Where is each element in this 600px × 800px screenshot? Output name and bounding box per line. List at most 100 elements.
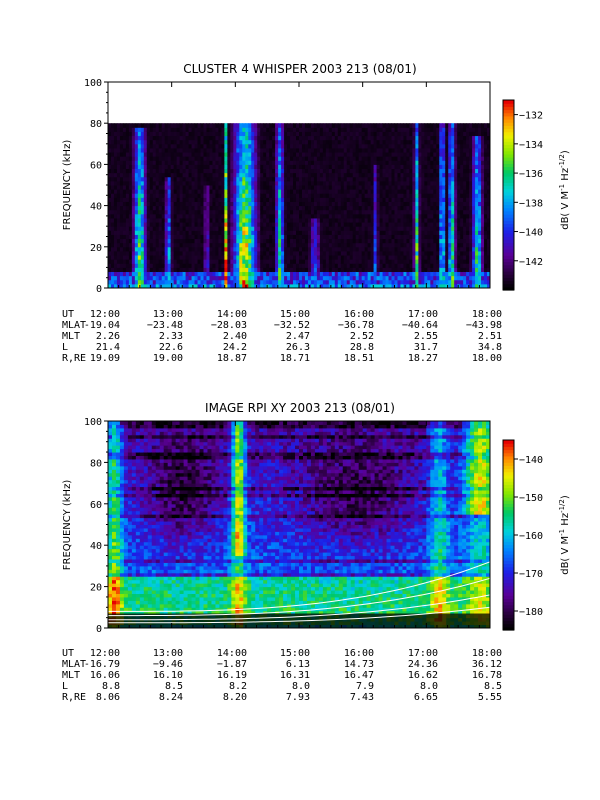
spectrogram-cell (436, 201, 440, 207)
spectrogram-cell (218, 267, 222, 273)
spectrogram-cell (218, 271, 222, 277)
spectrogram-cell (454, 135, 458, 141)
spectrogram-cell (108, 147, 112, 153)
spectrogram-cell (343, 283, 348, 289)
spectrogram-cell (206, 255, 210, 260)
spectrogram-cell (221, 197, 225, 202)
spectrogram-cell (373, 226, 378, 231)
spectrogram-cell (376, 131, 381, 137)
spectrogram-cell (445, 217, 449, 223)
spectrogram-cell (239, 213, 243, 219)
spectrogram-cell (287, 127, 291, 132)
spectrogram-cell (454, 279, 458, 285)
spectrogram-cell (451, 185, 455, 190)
spectrogram-cell (188, 238, 193, 244)
spectrogram-cell (248, 164, 252, 170)
spectrogram-cell (203, 172, 207, 178)
spectrogram-cell (457, 205, 461, 211)
spectrogram-cell (439, 275, 443, 281)
spectrogram-cell (388, 147, 393, 153)
spectrogram-cell (287, 279, 291, 285)
spectrogram-cell (218, 189, 222, 194)
spectrogram-cell (299, 147, 303, 153)
spectrogram-cell (304, 238, 309, 244)
spectrogram-cell (254, 275, 258, 281)
spectrogram-cell (170, 205, 175, 211)
spectrogram-cell (182, 279, 187, 285)
spectrogram-cell (367, 217, 372, 223)
spectrogram-cell (328, 193, 333, 198)
spectrogram-cell (418, 164, 422, 170)
spectrogram-cell (119, 217, 124, 223)
spectrogram-cell (185, 164, 190, 170)
spectrogram-cell (236, 275, 240, 281)
spectrogram-cell (346, 172, 351, 178)
spectrogram-cell (158, 275, 163, 281)
spectrogram-cell (307, 242, 312, 248)
spectrogram-cell (164, 127, 169, 132)
spectrogram-cell (475, 238, 479, 244)
spectrogram-cell (281, 201, 285, 207)
spectrogram-cell (352, 271, 357, 277)
spectrogram-cell (278, 250, 282, 256)
spectrogram-cell (263, 172, 267, 178)
spectrogram-cell (349, 205, 354, 211)
spectrogram-cell (346, 246, 351, 252)
spectrogram-cell (322, 246, 327, 252)
spectrogram-cell (293, 205, 297, 211)
spectrogram-cell (310, 189, 315, 194)
spectrogram-cell (266, 127, 270, 132)
spectrogram-cell (343, 275, 348, 281)
spectrogram-cell (463, 209, 467, 215)
spectrogram-cell (116, 180, 121, 186)
spectrogram-cell (242, 193, 246, 198)
spectrogram-cell (340, 213, 345, 219)
spectrogram-cell (128, 160, 133, 165)
spectrogram-cell (185, 127, 190, 132)
spectrogram-cell (310, 201, 315, 207)
spectrogram-cell (167, 201, 172, 207)
spectrogram-cell (358, 201, 363, 207)
spectrogram-cell (475, 271, 479, 277)
spectrogram-cell (415, 226, 419, 231)
spectrogram-cell (439, 135, 443, 141)
spectrogram-cell (322, 226, 327, 231)
spectrogram-cell (125, 238, 130, 244)
spectrogram-cell (358, 267, 363, 273)
spectrogram-cell (364, 271, 369, 277)
spectrogram-cell (278, 172, 282, 178)
spectrogram-cell (340, 230, 345, 235)
spectrogram-cell (260, 131, 264, 137)
spectrogram-cell (161, 230, 166, 235)
spectrogram-cell (272, 279, 276, 285)
spectrogram-cell (155, 246, 160, 252)
spectrogram-cell (478, 267, 482, 273)
spectrogram-cell (451, 156, 455, 161)
spectrogram-cell (233, 259, 237, 264)
spectrogram-cell (436, 234, 440, 240)
spectrogram-cell (331, 234, 336, 240)
spectrogram-cell (316, 168, 321, 174)
spectrogram-cell (463, 185, 467, 190)
spectrogram-cell (304, 226, 309, 231)
spectrogram-cell (373, 263, 378, 268)
spectrogram-cell (167, 222, 172, 227)
spectrogram-cell (296, 197, 300, 202)
spectrogram-cell (245, 176, 249, 182)
spectrogram-cell (451, 205, 455, 211)
spectrogram-cell (331, 180, 336, 186)
spectrogram-cell (415, 259, 419, 264)
spectrogram-cell (275, 168, 279, 174)
spectrogram-cell (460, 234, 464, 240)
spectrogram-cell (182, 234, 187, 240)
spectrogram-cell (110, 152, 115, 157)
spectrogram-cell (251, 201, 255, 207)
spectrogram-cell (472, 172, 476, 178)
spectrogram-cell (352, 168, 357, 174)
spectrogram-cell (158, 238, 163, 244)
spectrogram-cell (284, 123, 288, 128)
spectrogram-cell (307, 255, 312, 260)
spectrogram-cell (439, 176, 443, 182)
spectrogram-cell (313, 226, 318, 231)
spectrogram-cell (260, 189, 264, 194)
